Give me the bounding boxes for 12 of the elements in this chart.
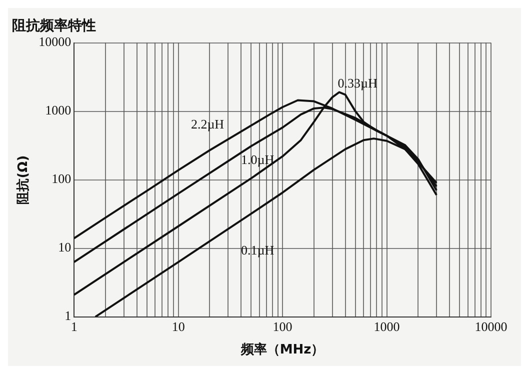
y-tick-label: 1: [64, 308, 72, 324]
y-axis-title: 阻抗(Ω): [15, 155, 32, 204]
y-tick-label: 1000: [45, 102, 72, 118]
x-tick-label: 10000: [474, 319, 508, 334]
x-axis-title: 频率（MHz）: [240, 342, 324, 358]
chart-title: 阻抗频率特性: [12, 17, 96, 34]
y-tick-label: 10: [58, 240, 72, 255]
x-tick-label: 10: [172, 319, 185, 334]
y-tick-label: 100: [52, 171, 72, 186]
x-tick-label: 1000: [374, 319, 400, 334]
x-tick-label: 100: [272, 319, 292, 334]
y-tick-label: 10000: [38, 34, 72, 50]
